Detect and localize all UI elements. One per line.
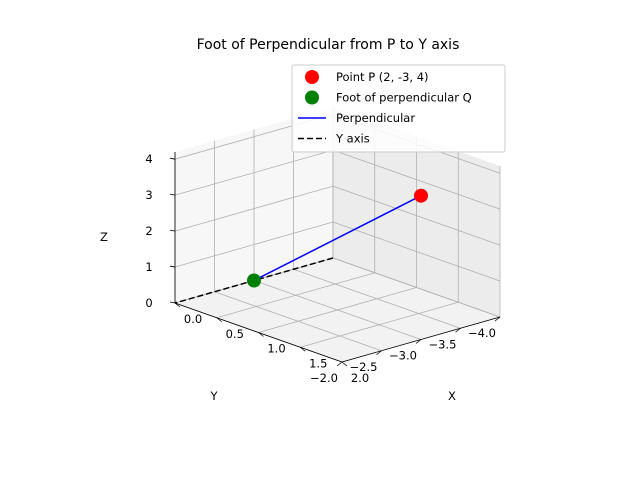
y-tick-label: −3.0: [389, 349, 417, 363]
x-tick-label: 1.5: [309, 356, 327, 370]
z-tick-label: 0: [145, 296, 152, 310]
x-tick-mark: [174, 302, 181, 308]
perpendicular-line: [253, 195, 422, 282]
grid-line-z-back-x: [174, 221, 334, 268]
grid-line-z-back-y: [332, 221, 501, 282]
grid-line-z-back-x: [174, 185, 334, 232]
x-axis-label: X: [448, 389, 456, 403]
grid-line-y-floor: [214, 291, 382, 352]
x-tick-label: 1.0: [267, 342, 285, 356]
grid-line-z-back-y: [332, 149, 501, 210]
data-series: [174, 188, 428, 304]
chart-title: Foot of Perpendicular from P to Y axis: [197, 37, 460, 53]
legend-label: Point P (2, -3, 4): [336, 70, 429, 84]
z-tick-mark: [169, 157, 176, 160]
grid-line-y-floor: [253, 280, 422, 340]
z-tick-mark: [169, 265, 176, 268]
tick-labels: 0.0 0.5 1.0 1.5 2.0 −4.0 −3.5 −3.0 −2.5 −2.0 0 1 2 3 4: [145, 152, 496, 385]
grid-line-y-floor: [293, 268, 461, 329]
y-tick-label: −2.0: [310, 371, 338, 385]
y-tick-label: −3.5: [429, 337, 457, 351]
legend-marker: [305, 70, 319, 84]
legend-entries: Point P (2, -3, 4) Foot of perpendicular …: [298, 70, 472, 146]
z-tick-mark: [169, 193, 176, 196]
z-tick-label: 2: [145, 224, 152, 238]
point-p-marker: [414, 188, 428, 203]
legend-label: Perpendicular: [336, 111, 415, 125]
z-tick-label: 4: [145, 152, 152, 166]
y-axis-label: Y: [209, 389, 218, 403]
y-tick-mark: [376, 350, 382, 356]
z-tick-mark: [169, 301, 176, 304]
x-tick-label: 0.0: [184, 312, 202, 326]
x-tick-mark: [300, 346, 306, 352]
grid-line-z-back-y: [332, 257, 501, 318]
y-tick-label: −2.5: [350, 360, 378, 374]
z-tick-mark: [169, 229, 176, 232]
y-tick-mark: [455, 327, 461, 333]
y-tick-mark: [494, 316, 501, 322]
x-tick-label: 0.5: [226, 327, 244, 341]
grid-line-z-back-x: [174, 149, 334, 196]
z-axis-label: Z: [100, 230, 108, 244]
grid-line-z-back-y: [332, 185, 501, 246]
y-tick-mark: [336, 361, 343, 367]
legend-label: Foot of perpendicular Q: [336, 91, 472, 105]
tick-marks: [169, 157, 501, 367]
z-tick-label: 3: [145, 188, 152, 202]
legend: Point P (2, -3, 4) Foot of perpendicular …: [291, 64, 506, 153]
x-tick-mark: [341, 361, 348, 367]
legend-marker: [305, 90, 319, 105]
y-tick-mark: [415, 339, 422, 344]
legend-label: Y axis: [335, 132, 370, 146]
point-q-marker: [247, 273, 261, 288]
x-tick-mark: [258, 332, 264, 337]
x-tick-mark: [216, 317, 222, 323]
legend-frame: [291, 64, 506, 153]
z-tick-label: 1: [145, 260, 152, 274]
x-tick-label: 2.0: [351, 371, 369, 385]
y-tick-label: −4.0: [468, 326, 496, 340]
